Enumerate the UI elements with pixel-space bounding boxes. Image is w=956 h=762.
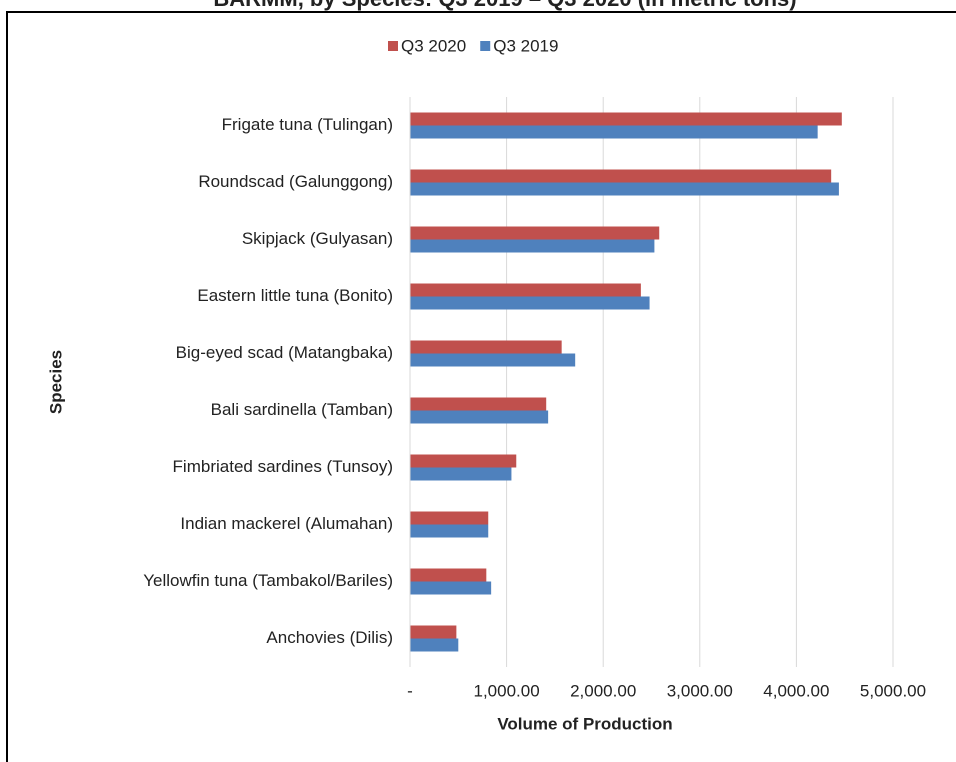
bar (410, 169, 832, 183)
x-tick-label: 3,000.00 (667, 681, 733, 700)
legend-swatch (480, 41, 491, 51)
x-tick-label: 4,000.00 (763, 681, 829, 700)
bar (410, 581, 492, 595)
y-tick-label: Frigate tuna (Tulingan) (222, 115, 393, 134)
bar (410, 340, 562, 354)
bar (410, 638, 459, 652)
bar (410, 112, 842, 126)
bar (410, 524, 489, 538)
y-tick-label: Roundscad (Galunggong) (198, 172, 393, 191)
bar (410, 296, 650, 310)
y-tick-label: Big-eyed scad (Matangbaka) (176, 343, 393, 362)
y-tick-label: Skipjack (Gulyasan) (242, 229, 393, 248)
bar (410, 568, 487, 582)
bar (410, 467, 512, 481)
x-tick-label: 5,000.00 (860, 681, 926, 700)
bar (410, 125, 818, 139)
y-tick-label: Bali sardinella (Tamban) (211, 400, 393, 419)
x-tick-label: 1,000.00 (474, 681, 540, 700)
bar (410, 226, 660, 240)
bar (410, 454, 517, 468)
x-tick-label: 2,000.00 (570, 681, 636, 700)
bar (410, 410, 549, 424)
y-tick-label: Eastern little tuna (Bonito) (197, 286, 393, 305)
legend-label: Q3 2019 (493, 36, 558, 55)
bar (410, 283, 641, 297)
x-tick-label: - (407, 681, 413, 700)
legend-label: Q3 2020 (401, 36, 466, 55)
bar (410, 511, 489, 525)
y-tick-label: Indian mackerel (Alumahan) (180, 514, 393, 533)
y-tick-label: Yellowfin tuna (Tambakol/Bariles) (143, 571, 393, 590)
y-axis-title: Species (46, 350, 65, 414)
bar (410, 182, 839, 196)
bar (410, 397, 547, 411)
chart-title: BARMM, by Species: Q3 2019 – Q3 2020 (in… (213, 0, 796, 11)
bar (410, 239, 655, 253)
x-axis-title: Volume of Production (497, 714, 672, 733)
bar (410, 625, 457, 639)
y-tick-label: Fimbriated sardines (Tunsoy) (173, 457, 393, 476)
legend-swatch (388, 41, 398, 51)
frame (6, 11, 956, 762)
bar (410, 353, 576, 367)
y-tick-label: Anchovies (Dilis) (266, 628, 393, 647)
